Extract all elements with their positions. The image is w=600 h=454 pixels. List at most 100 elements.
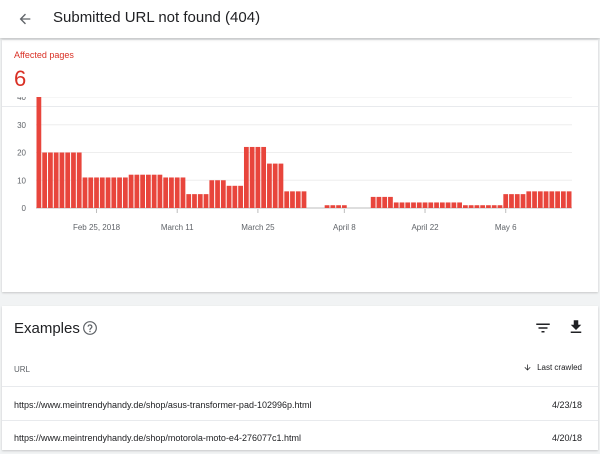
chart-bar[interactable] <box>76 152 82 209</box>
filter-icon[interactable] <box>534 319 552 337</box>
chart-bar[interactable] <box>232 185 238 208</box>
chart-bar[interactable] <box>146 174 151 208</box>
chart-bar[interactable] <box>462 205 468 208</box>
chart-bar[interactable] <box>284 191 290 208</box>
table-row[interactable]: https://www.meintrendyhandy.de/shop/asus… <box>2 389 598 421</box>
chart-bar[interactable] <box>71 152 76 209</box>
back-button[interactable] <box>12 6 38 32</box>
row-url: https://www.meintrendyhandy.de/shop/asus… <box>14 400 312 410</box>
chart-bar[interactable] <box>330 205 336 208</box>
chart-bar[interactable] <box>422 202 428 208</box>
chart-bar[interactable] <box>203 194 209 209</box>
chart-bar[interactable] <box>290 191 295 208</box>
column-header-url[interactable]: URL <box>14 365 31 374</box>
chart-bar[interactable] <box>474 205 480 208</box>
table-row[interactable]: https://www.meintrendyhandy.de/shop/moto… <box>2 422 598 454</box>
chart-bar[interactable] <box>255 146 261 208</box>
chart-bar[interactable] <box>468 205 474 208</box>
chart-bar[interactable] <box>405 202 411 208</box>
column-header-last-crawled[interactable]: Last crawled <box>523 363 582 372</box>
chart-bar[interactable] <box>169 177 174 208</box>
chart-bar[interactable] <box>180 177 186 208</box>
table-header: URL Last crawled <box>2 356 598 386</box>
chart-bar[interactable] <box>560 191 566 208</box>
chart-bar[interactable] <box>295 191 301 208</box>
chart-bar[interactable] <box>566 191 572 208</box>
chart-bar[interactable] <box>151 174 157 208</box>
affected-pages-label: Affected pages <box>14 50 74 60</box>
chart-bar[interactable] <box>53 152 59 209</box>
chart-bar[interactable] <box>509 194 514 209</box>
chart-bar[interactable] <box>549 191 555 208</box>
chart-bar[interactable] <box>376 196 382 208</box>
chart-bar[interactable] <box>157 174 163 208</box>
chart-bar[interactable] <box>543 191 549 208</box>
chart-bar[interactable] <box>428 202 434 208</box>
chart-bar[interactable] <box>555 191 560 208</box>
chart-bar[interactable] <box>324 205 330 208</box>
chart-bar[interactable] <box>526 191 532 208</box>
chart-bar[interactable] <box>209 180 215 208</box>
chart-bar[interactable] <box>491 205 497 208</box>
chart-bar[interactable] <box>88 177 94 208</box>
chart-bar[interactable] <box>503 194 509 209</box>
chart-bar[interactable] <box>382 196 388 208</box>
chart-bar[interactable] <box>163 177 169 208</box>
chart-bar[interactable] <box>370 196 376 208</box>
chart-bar[interactable] <box>215 180 220 208</box>
help-circle-icon[interactable] <box>82 320 98 336</box>
chart-bar[interactable] <box>301 191 307 208</box>
chart-bar[interactable] <box>122 177 128 208</box>
chart-bar[interactable] <box>537 191 543 208</box>
chart-bar[interactable] <box>197 194 203 209</box>
chart-bar[interactable] <box>520 194 526 209</box>
chart-bar[interactable] <box>59 152 65 209</box>
chart-bar[interactable] <box>261 146 267 208</box>
chart-bar[interactable] <box>186 194 192 209</box>
chart-bar[interactable] <box>42 152 48 209</box>
chart-bar[interactable] <box>486 205 491 208</box>
chart-bar[interactable] <box>336 205 341 208</box>
chart-bar[interactable] <box>272 163 278 208</box>
chart-bar[interactable] <box>128 174 134 208</box>
chart-bar[interactable] <box>399 202 405 208</box>
chart-bar[interactable] <box>411 202 416 208</box>
chart-bar[interactable] <box>117 177 122 208</box>
chart-bar[interactable] <box>220 180 226 208</box>
chart-bar[interactable] <box>393 202 399 208</box>
download-icon[interactable] <box>567 318 585 336</box>
chart-bar[interactable] <box>36 97 42 208</box>
y-tick-label: 20 <box>17 149 26 158</box>
chart-bar[interactable] <box>174 177 180 208</box>
chart-bar[interactable] <box>480 205 486 208</box>
chart-bar[interactable] <box>134 174 140 208</box>
chart-bar[interactable] <box>532 191 537 208</box>
chart-bar[interactable] <box>65 152 71 209</box>
chart-bar[interactable] <box>99 177 105 208</box>
chart-bar[interactable] <box>249 146 255 208</box>
chart-bar[interactable] <box>341 205 347 208</box>
chart-bar[interactable] <box>94 177 99 208</box>
chart-bar[interactable] <box>457 202 462 208</box>
last-crawled-label: Last crawled <box>537 363 582 372</box>
chart-bar[interactable] <box>439 202 445 208</box>
chart-bar[interactable] <box>226 185 232 208</box>
chart-bar[interactable] <box>416 202 422 208</box>
chart-bar[interactable] <box>267 163 272 208</box>
chart-bar[interactable] <box>192 194 197 209</box>
affected-pages-card: Affected pages 6 0 10 20 30 40 Feb 25, 2018 Ma… <box>2 40 598 292</box>
chart-bar[interactable] <box>434 202 439 208</box>
chart-bar[interactable] <box>243 146 249 208</box>
chart-bar[interactable] <box>388 196 393 208</box>
chart-bar[interactable] <box>111 177 117 208</box>
chart-bar[interactable] <box>445 202 451 208</box>
chart-bar[interactable] <box>451 202 457 208</box>
chart-bar[interactable] <box>82 177 88 208</box>
chart-bar[interactable] <box>514 194 520 209</box>
chart-bar[interactable] <box>238 185 243 208</box>
chart-bar[interactable] <box>278 163 284 208</box>
chart-bar[interactable] <box>140 174 145 208</box>
chart-bar[interactable] <box>48 152 53 209</box>
chart-bar[interactable] <box>105 177 111 208</box>
chart-bar[interactable] <box>497 205 503 208</box>
